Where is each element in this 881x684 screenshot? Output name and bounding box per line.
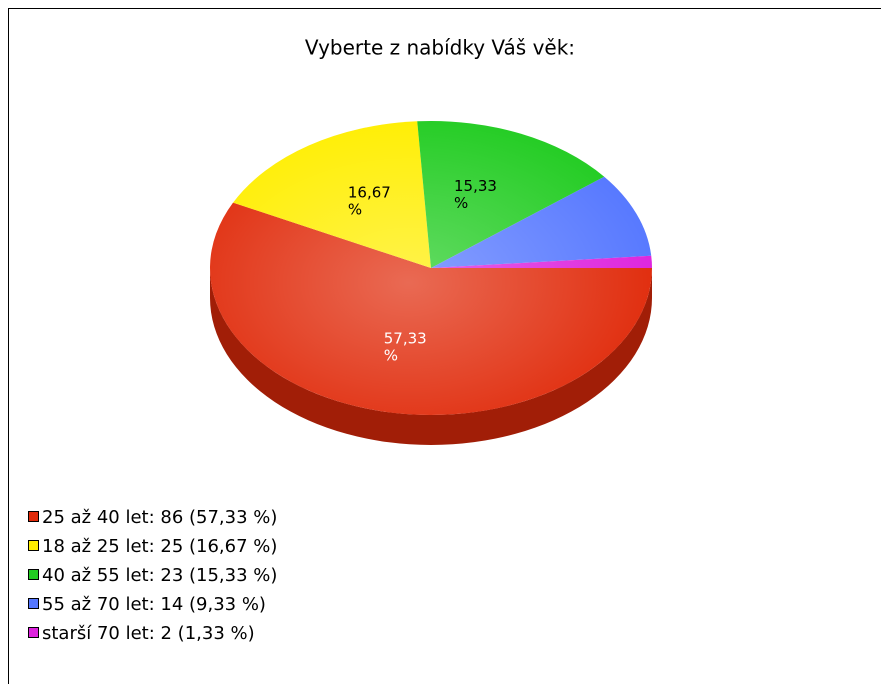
slice-label: 16,67%: [348, 183, 391, 218]
legend-swatch: [28, 511, 39, 522]
legend-label: starší 70 let: 2 (1,33 %): [42, 623, 255, 644]
legend-swatch: [28, 627, 39, 638]
chart-title: Vyberte z nabídky Váš věk:: [305, 36, 575, 60]
legend-swatch: [28, 598, 39, 609]
legend-swatch: [28, 569, 39, 580]
slice-label: 57,33%: [384, 329, 427, 364]
legend-label: 25 až 40 let: 86 (57,33 %): [42, 507, 277, 528]
legend-label: 40 až 55 let: 23 (15,33 %): [42, 565, 277, 586]
legend-label: 55 až 70 let: 14 (9,33 %): [42, 594, 266, 615]
legend-swatch: [28, 540, 39, 551]
legend-label: 18 až 25 let: 25 (16,67 %): [42, 536, 277, 557]
slice-label: 15,33%: [454, 177, 497, 212]
